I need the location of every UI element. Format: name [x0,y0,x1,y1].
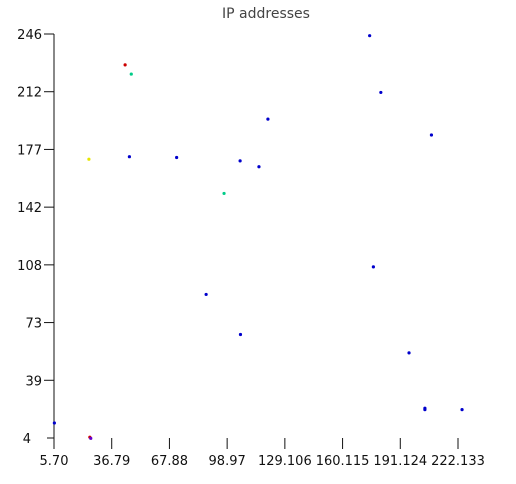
data-point [204,292,208,297]
data-point [371,265,375,269]
x-tick-label: 67.88 [151,454,188,469]
data-point [87,157,91,161]
data-point [175,155,179,160]
chart-title: IP addresses [222,6,310,22]
x-tick-label: 222.133 [431,454,485,469]
data-point [52,421,56,425]
x-tick-label: 160.115 [316,454,370,469]
scatter-points [52,34,464,440]
y-tick-label: 73 [25,317,42,332]
x-tick-label: 129.106 [258,454,312,469]
data-point [127,155,132,159]
data-point [368,34,372,38]
data-point [222,191,226,196]
x-tick-label: 36.79 [93,454,130,469]
y-axis: 4 39 73 108 142 177 212 246 [17,28,54,447]
y-tick-label: 212 [17,86,42,101]
data-point [257,165,261,169]
y-tick-label: 177 [17,143,42,158]
x-tick-label: 5.70 [40,454,69,469]
data-point [238,332,243,337]
data-point [423,406,427,410]
x-tick-label: 98.97 [209,454,246,469]
y-tick-label: 246 [17,28,42,43]
data-point [129,72,133,76]
data-point [238,159,242,163]
data-point [379,90,383,95]
data-point [266,117,270,121]
x-axis: 5.70 36.79 67.88 98.97 129.106 160.115 191.124… [40,438,485,469]
data-point [407,351,411,355]
data-point [123,63,127,67]
data-point [460,408,464,412]
y-tick-label: 142 [17,201,42,216]
y-tick-label: 39 [25,374,42,389]
data-point [89,436,93,440]
x-tick-label: 191.124 [373,454,427,469]
data-point [429,133,434,137]
y-tick-label: 108 [17,259,42,274]
y-tick-label: 4 [23,432,31,447]
